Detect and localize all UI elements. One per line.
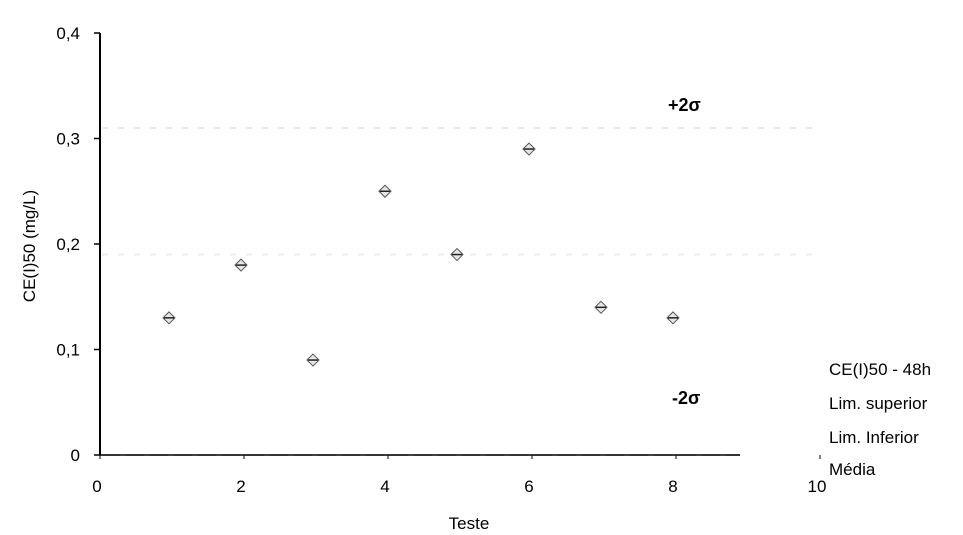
x-tick-label: 10 [808,477,827,496]
x-tick-label: 0 [92,477,101,496]
x-axis-title: Teste [449,514,490,533]
y-tick-label: 0,2 [56,235,80,254]
x-tick-label: 6 [524,477,533,496]
annotation-plus-2-sigma: +2σ [668,95,701,115]
x-tick-label: 8 [668,477,677,496]
y-tick-label: 0,1 [56,341,80,360]
y-tick-label: 0,4 [56,24,80,43]
y-tick-label: 0,3 [56,130,80,149]
data-points [162,142,680,367]
x-tick-label: 4 [380,477,389,496]
limit-lines [102,126,820,456]
legend-entry-lim-inferior: Lim. Inferior [829,428,919,447]
legend-entry-ce50: CE(I)50 - 48h [829,360,931,379]
x-tick-label: 2 [236,477,245,496]
y-axis-title: CE(I)50 (mg/L) [20,190,39,302]
annotation-minus-2-sigma: -2σ [672,388,700,408]
legend-entry-media: Média [829,460,876,479]
y-tick-label: 0 [71,446,80,465]
y-ticks: 0 0,1 0,2 0,3 0,4 [56,24,100,465]
legend-entry-lim-superior: Lim. superior [829,394,928,413]
x-ticks: 0 2 4 6 8 10 [92,455,826,496]
